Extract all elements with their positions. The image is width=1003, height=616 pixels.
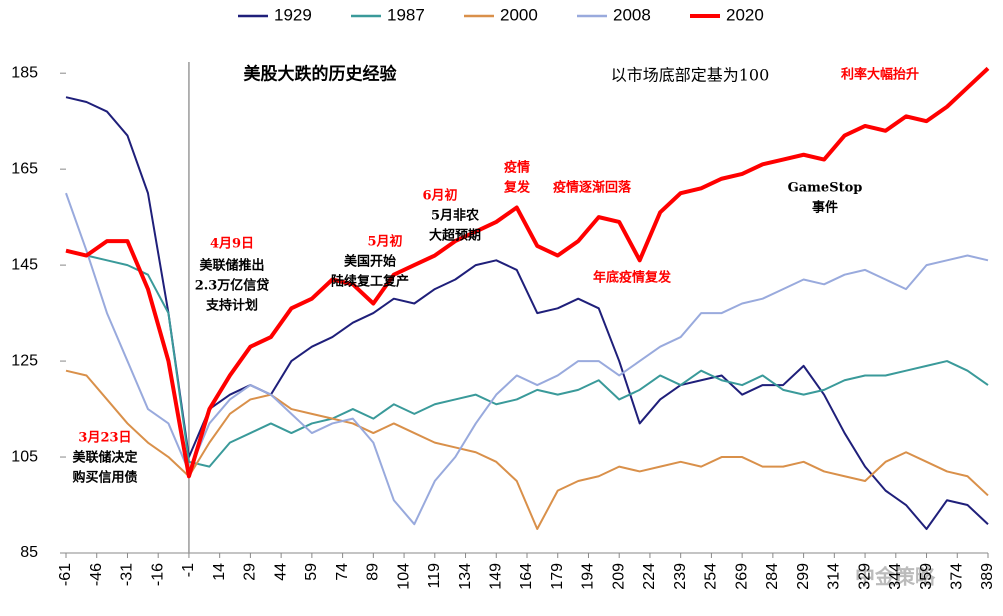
- annotation: 疫情: [504, 160, 530, 176]
- x-tick-label: 284: [764, 563, 781, 590]
- x-tick-label: 329: [856, 563, 873, 590]
- x-tick-label: 89: [365, 563, 382, 581]
- x-tick-label: -61: [57, 563, 74, 586]
- legend-label: 1987: [387, 5, 425, 24]
- series-line: [65, 369, 989, 531]
- x-tick-label: 389: [979, 563, 996, 590]
- annotation: 支持计划: [205, 298, 258, 314]
- annotation: 5月初: [367, 234, 402, 250]
- series-line: [65, 249, 989, 468]
- series-line: [65, 66, 990, 479]
- annotation: 购买信用债: [72, 470, 137, 486]
- legend-label: 2000: [500, 5, 538, 24]
- x-tick-label: 299: [795, 563, 812, 590]
- y-tick-label: 105: [11, 448, 38, 465]
- x-tick-label: 314: [826, 563, 843, 590]
- annotation: 疫情逐渐回落: [553, 180, 632, 196]
- x-tick-label: 59: [303, 563, 320, 581]
- annotation: 3月23日: [78, 431, 131, 446]
- watermark: 中金策略: [855, 564, 936, 588]
- y-tick-label: 85: [20, 544, 38, 561]
- x-tick-label: 104: [395, 563, 412, 590]
- annotation: 美国开始: [344, 254, 396, 270]
- x-tick-label: 194: [580, 563, 597, 590]
- x-tick-label: -1: [180, 563, 197, 577]
- series-line: [65, 96, 989, 531]
- x-tick-label: 359: [918, 563, 935, 590]
- annotation: 复发: [503, 180, 531, 196]
- annotation: GameStop: [788, 181, 863, 196]
- x-tick-label: 344: [887, 563, 904, 590]
- x-tick-label: 119: [426, 563, 443, 589]
- chart-subtitle: 以市场底部定基为100: [611, 66, 770, 85]
- y-tick-label: 165: [11, 160, 38, 177]
- x-tick-label: -16: [149, 563, 166, 586]
- annotation: 4月9日: [210, 237, 254, 252]
- x-tick-label: 254: [703, 563, 720, 590]
- annotation: 美联储决定: [72, 450, 137, 466]
- y-tick-label: 185: [11, 64, 38, 81]
- x-tick-label: 209: [610, 563, 627, 590]
- annotation: 2.3万亿信贷: [195, 278, 270, 294]
- chart-title: 美股大跌的历史经验: [244, 64, 398, 85]
- annotation: 5月非农: [431, 208, 479, 224]
- annotation: 事件: [812, 200, 838, 216]
- annotation: 陆续复工复产: [331, 274, 409, 290]
- legend-label: 2008: [613, 5, 651, 24]
- x-tick-label: 74: [334, 563, 351, 581]
- y-tick-label: 145: [11, 256, 38, 273]
- x-tick-label: 269: [733, 563, 750, 590]
- x-tick-label: 134: [457, 563, 474, 590]
- legend-label: 2020: [726, 5, 764, 24]
- annotation: 6月初: [422, 188, 457, 204]
- annotation: 大超预期: [429, 228, 481, 244]
- y-tick-label: 125: [11, 352, 38, 369]
- x-tick-label: -31: [119, 563, 136, 586]
- x-tick-label: 44: [272, 563, 289, 581]
- x-tick-label: 239: [672, 563, 689, 590]
- x-tick-label: 29: [242, 563, 259, 581]
- x-tick-label: 224: [641, 563, 658, 590]
- x-tick-label: 14: [211, 563, 228, 581]
- x-tick-label: -46: [88, 563, 105, 586]
- annotation: 年底疫情复发: [593, 270, 672, 286]
- legend-label: 1929: [274, 5, 312, 24]
- annotation: 利率大幅抬升: [841, 67, 919, 83]
- series-line: [65, 192, 989, 526]
- annotation: 美联储推出: [199, 258, 264, 274]
- x-tick-label: 149: [487, 563, 504, 590]
- x-tick-label: 374: [948, 563, 965, 590]
- x-tick-label: 164: [518, 563, 535, 590]
- x-tick-label: 179: [549, 563, 566, 590]
